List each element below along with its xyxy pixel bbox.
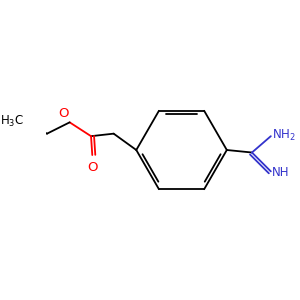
Text: H$_3$C: H$_3$C (0, 114, 24, 129)
Text: NH$_2$: NH$_2$ (272, 128, 296, 143)
Text: O: O (87, 161, 98, 174)
Text: O: O (58, 107, 68, 120)
Text: NH: NH (272, 166, 290, 179)
